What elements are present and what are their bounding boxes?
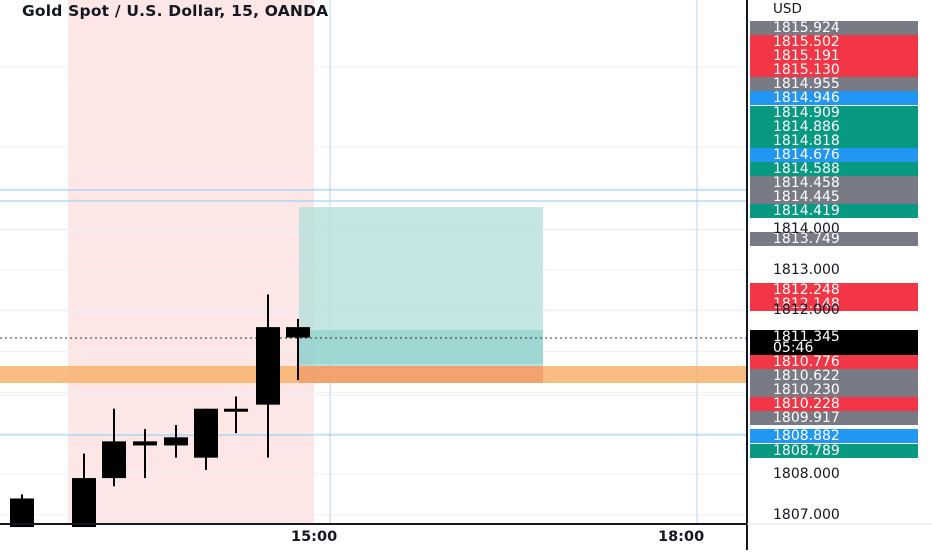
price-badge: 1810.776 bbox=[750, 355, 918, 369]
chart-title: Gold Spot / U.S. Dollar, 15, OANDA bbox=[22, 2, 329, 20]
price-badge: 1814.886 bbox=[750, 120, 918, 134]
price-badge: 1808.789 bbox=[750, 444, 918, 458]
price-tick-label: 1808.000 bbox=[773, 466, 840, 482]
price-tick-label: 1812.000 bbox=[773, 302, 840, 318]
price-badge: 1814.955 bbox=[750, 77, 918, 91]
price-badge: 1814.818 bbox=[750, 134, 918, 148]
price-badge: 1815.502 bbox=[750, 35, 918, 49]
price-badge: 05:46 bbox=[750, 341, 918, 355]
price-badge: 1812.248 bbox=[750, 283, 918, 297]
price-badge: 1810.228 bbox=[750, 397, 918, 411]
price-badge: 1814.946 bbox=[750, 91, 918, 105]
time-tick-label: 15:00 bbox=[291, 529, 338, 545]
price-badge: 1814.445 bbox=[750, 190, 918, 204]
price-badge: 1812.148 bbox=[750, 297, 918, 311]
price-badge: 1808.882 bbox=[750, 429, 918, 443]
price-tick-label: 1807.000 bbox=[773, 507, 840, 523]
candle-body bbox=[256, 327, 280, 405]
price-badge: 1810.622 bbox=[750, 369, 918, 383]
long-position-inner-zone bbox=[299, 330, 543, 368]
price-badge: 1814.419 bbox=[750, 204, 918, 218]
candle-body bbox=[286, 327, 310, 338]
price-badge: 1813.749 bbox=[750, 232, 918, 246]
candle-body bbox=[164, 437, 188, 446]
stop-zone bbox=[299, 366, 543, 383]
candle-body bbox=[194, 408, 218, 458]
price-tick-label: 1813.000 bbox=[773, 262, 840, 278]
price-badge: 1815.191 bbox=[750, 49, 918, 63]
price-tick-label: 1814.000 bbox=[773, 221, 840, 237]
price-badge: 1815.924 bbox=[750, 21, 918, 35]
currency-label: USD bbox=[773, 1, 802, 17]
price-badge: 1810.230 bbox=[750, 383, 918, 397]
price-badge: 1814.676 bbox=[750, 148, 918, 162]
price-badge: 1814.458 bbox=[750, 176, 918, 190]
price-badge: 1815.130 bbox=[750, 63, 918, 77]
candle-body bbox=[10, 498, 34, 528]
session-highlight bbox=[68, 0, 314, 524]
time-tick-label: 18:00 bbox=[658, 529, 705, 545]
price-badge: 1814.588 bbox=[750, 162, 918, 176]
price-badge: 1814.909 bbox=[750, 106, 918, 120]
candle-body bbox=[72, 478, 96, 528]
candle-body bbox=[102, 441, 126, 479]
price-badge: 1811.345 bbox=[750, 330, 918, 344]
price-badge: 1809.917 bbox=[750, 411, 918, 425]
candle-body bbox=[133, 441, 157, 446]
candle-body bbox=[224, 408, 248, 412]
